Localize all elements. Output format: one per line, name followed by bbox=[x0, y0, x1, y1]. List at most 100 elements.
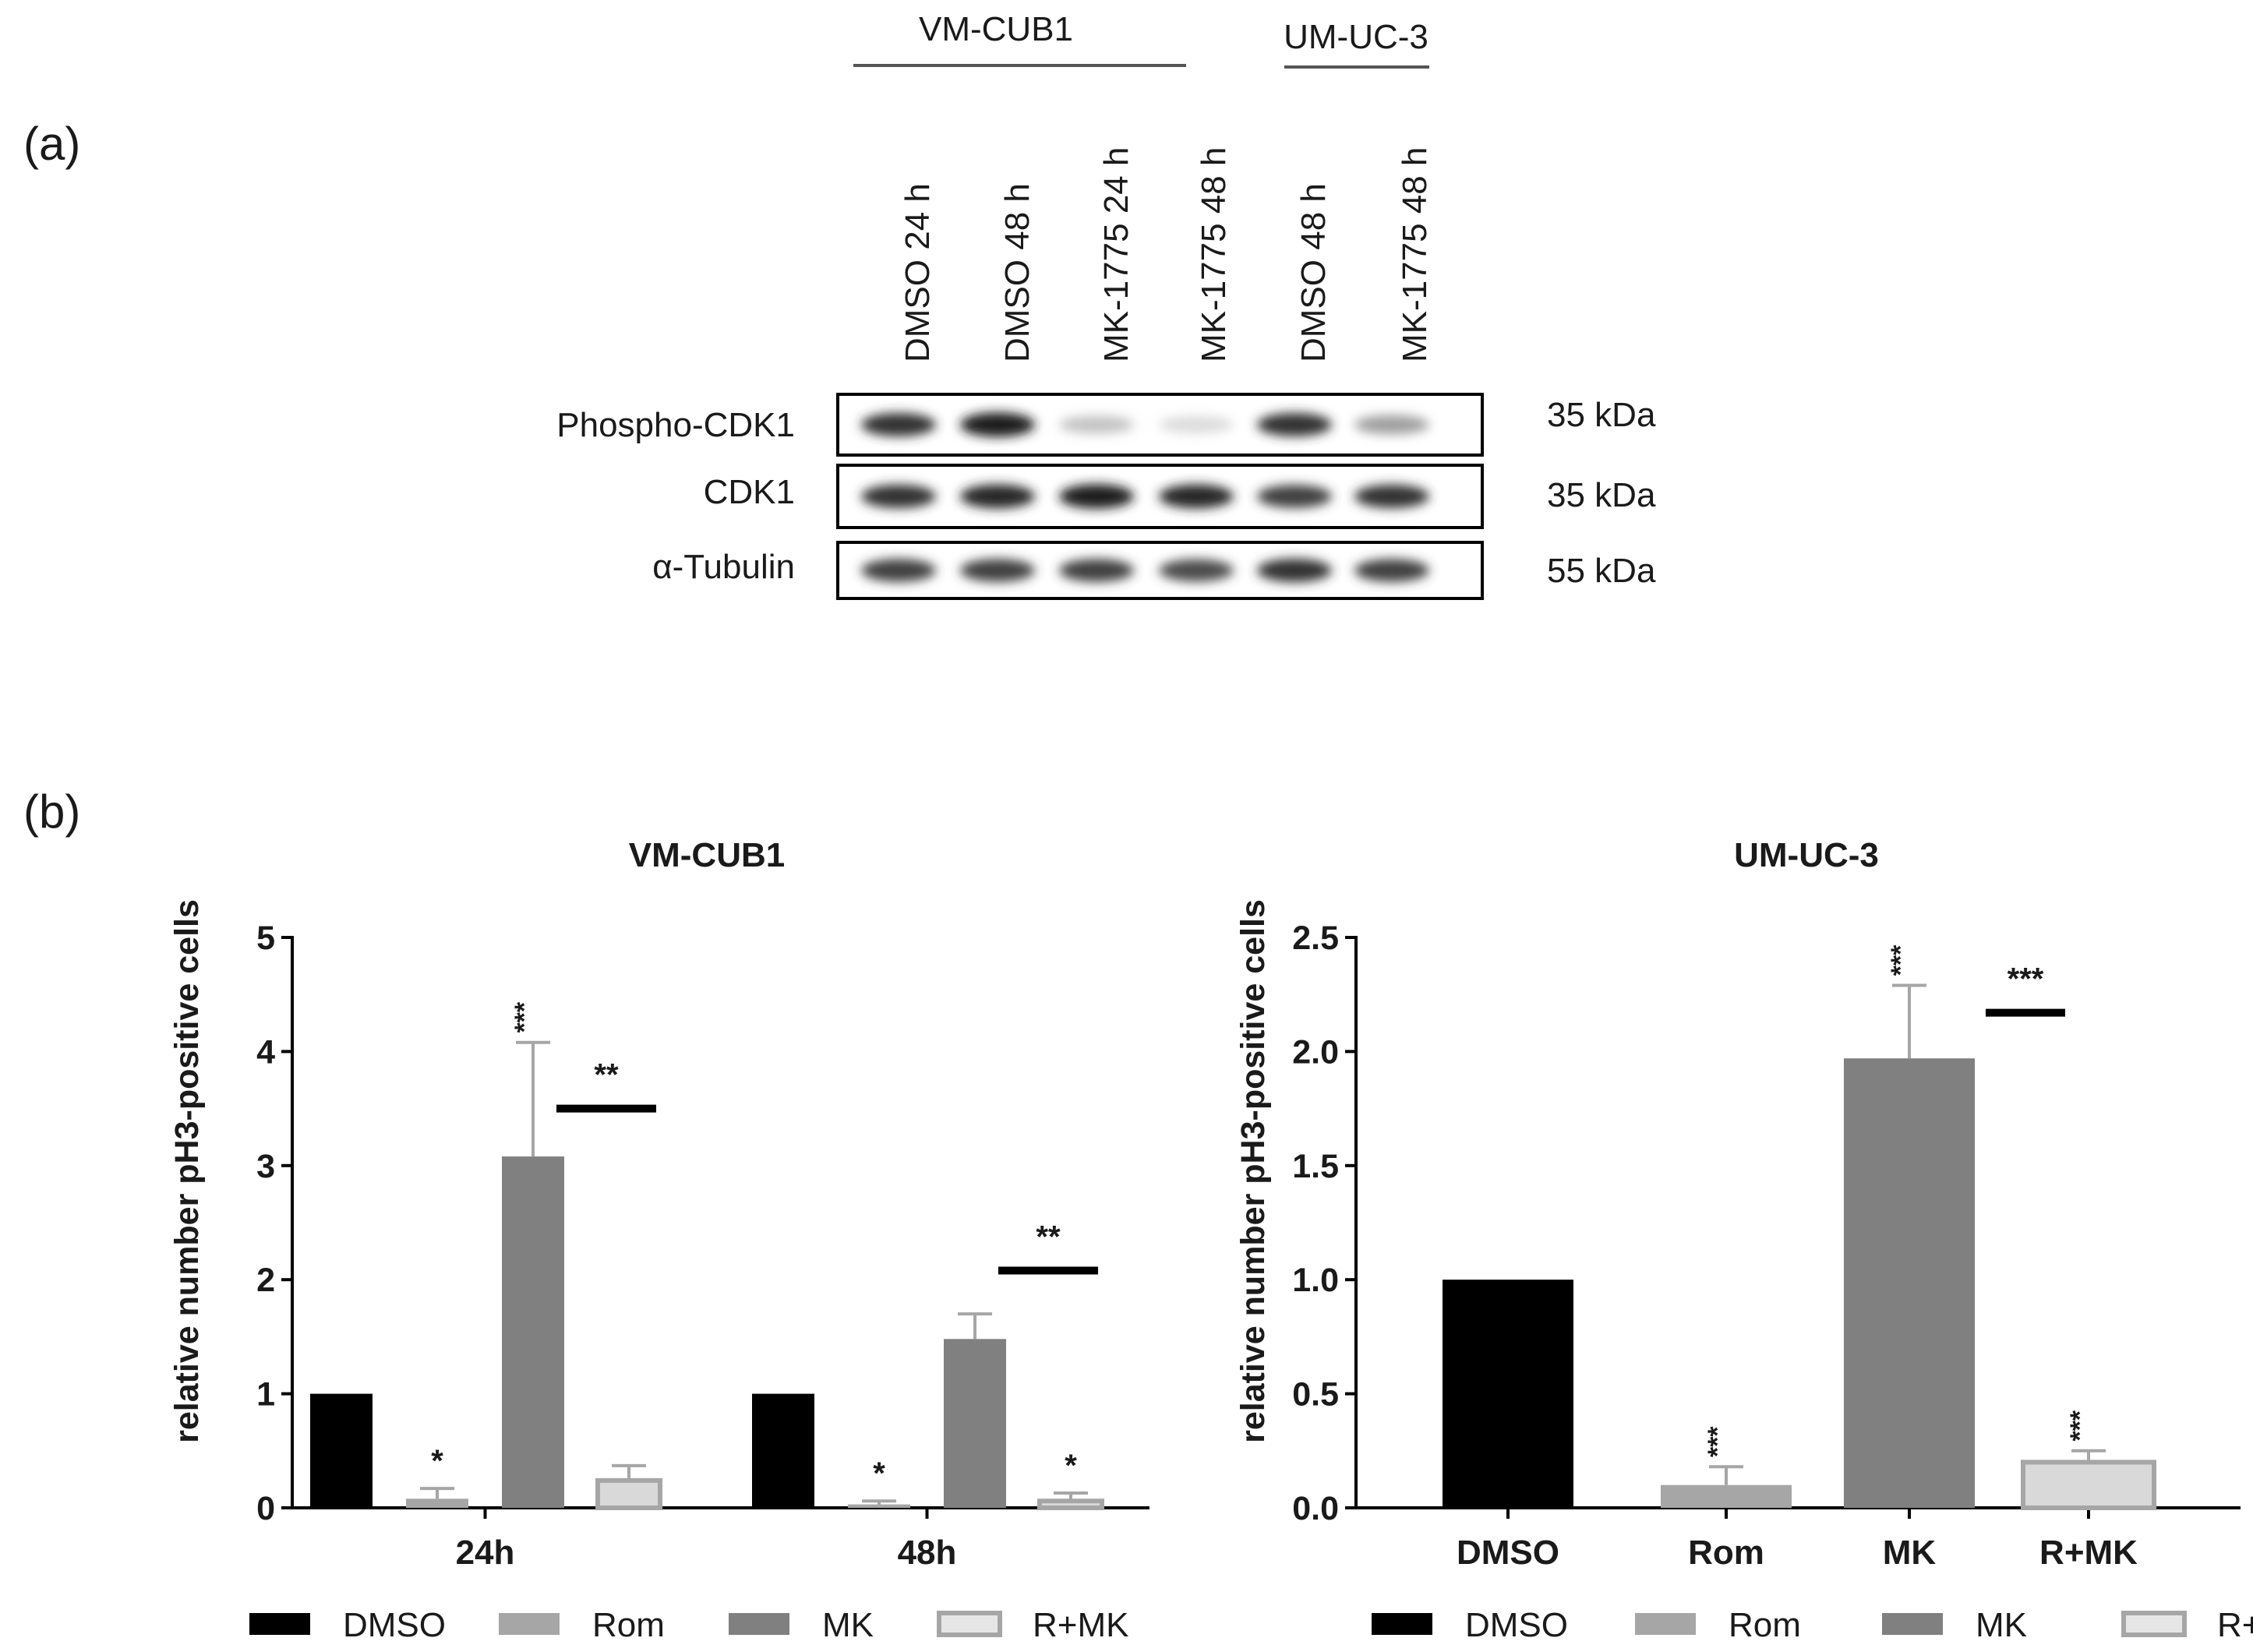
lane-label: DMSO 24 h bbox=[899, 183, 937, 362]
legend-label: R+MK bbox=[1033, 1606, 1128, 1644]
x-tick-label: 24h bbox=[456, 1534, 515, 1572]
lane-label: DMSO 48 h bbox=[998, 183, 1036, 362]
y-tick-label: 5 bbox=[256, 920, 275, 957]
group-label-um-uc-3: UM-UC-3 bbox=[1284, 18, 1428, 56]
legend: DMSO Rom MK R+MK bbox=[249, 1606, 1128, 1644]
band-row bbox=[861, 484, 1429, 509]
significance-label: *** bbox=[1703, 1426, 1732, 1457]
x-tick-label: DMSO bbox=[1457, 1534, 1559, 1572]
bar bbox=[310, 1393, 373, 1508]
legend-label: Rom bbox=[592, 1606, 665, 1644]
significance-label: *** bbox=[510, 1001, 539, 1032]
bar bbox=[1661, 1484, 1792, 1508]
legend-swatch bbox=[499, 1613, 560, 1635]
legend: DMSO Rom MK R+MK bbox=[1372, 1606, 2253, 1644]
blot-band bbox=[1159, 416, 1234, 433]
lane-label: MK-1775 48 h bbox=[1396, 147, 1434, 362]
row-label-alpha-tubulin: α-Tubulin bbox=[652, 548, 795, 586]
bar bbox=[1844, 1058, 1975, 1508]
chart-marks: 0.0 0.5 1.0 1.5 2.0 2.5 DMSO Rom MK R+MK *** *** ***… bbox=[1292, 920, 2241, 1572]
y-tick-label: 0 bbox=[256, 1490, 275, 1527]
significance-label: *** bbox=[2065, 1410, 2095, 1441]
row-label-cdk1: CDK1 bbox=[704, 473, 795, 511]
comparison-label: ** bbox=[1036, 1220, 1061, 1254]
lane-label: MK-1775 48 h bbox=[1195, 147, 1233, 362]
band-row bbox=[861, 558, 1429, 583]
legend-swatch bbox=[249, 1613, 310, 1635]
chart-um-uc-3: UM-UC-3 relative number pH3-positive cel… bbox=[1234, 836, 2253, 1644]
blot-band bbox=[1059, 415, 1134, 434]
bar bbox=[752, 1393, 814, 1508]
panel-a-label: (a) bbox=[23, 118, 80, 170]
blot-band bbox=[1354, 415, 1429, 435]
blot-band bbox=[1354, 484, 1429, 509]
bar bbox=[944, 1339, 1006, 1508]
bar bbox=[2021, 1460, 2156, 1510]
bar bbox=[406, 1498, 468, 1508]
legend-label: MK bbox=[1976, 1606, 2027, 1644]
lane-label: MK-1775 24 h bbox=[1097, 147, 1135, 362]
blot-band bbox=[861, 484, 936, 509]
y-tick-label: 2.0 bbox=[1292, 1033, 1339, 1071]
y-tick-label: 0.0 bbox=[1292, 1490, 1339, 1527]
blot-band bbox=[1159, 559, 1234, 582]
lane-labels: DMSO 24 h DMSO 48 h MK-1775 24 h MK-1775… bbox=[899, 147, 1434, 362]
comparison-label: ** bbox=[594, 1058, 619, 1093]
mw-label: 35 kDa bbox=[1547, 396, 1656, 434]
y-tick-label: 4 bbox=[256, 1033, 275, 1071]
legend-label: DMSO bbox=[343, 1606, 446, 1644]
x-tick-label: Rom bbox=[1688, 1534, 1764, 1572]
x-tick-label: MK bbox=[1883, 1534, 1937, 1572]
y-tick-label: 2 bbox=[256, 1262, 275, 1299]
chart-title: UM-UC-3 bbox=[1734, 836, 1879, 874]
legend-swatch bbox=[1882, 1613, 1943, 1635]
y-tick-label: 3 bbox=[256, 1148, 275, 1185]
blot-band bbox=[1059, 484, 1134, 509]
significance-label: *** bbox=[1886, 944, 1916, 976]
bar bbox=[1443, 1280, 1573, 1508]
bar bbox=[1037, 1498, 1104, 1510]
blot-band bbox=[1354, 559, 1429, 582]
y-tick-label: 1.0 bbox=[1292, 1262, 1339, 1299]
comparison-label: *** bbox=[2008, 962, 2044, 997]
bar bbox=[502, 1156, 564, 1508]
row-label-phospho-cdk1: Phospho-CDK1 bbox=[556, 406, 795, 444]
significance-label: * bbox=[873, 1456, 885, 1491]
blot-band bbox=[1159, 484, 1234, 509]
blot-band bbox=[1257, 558, 1332, 583]
blot-band bbox=[960, 412, 1035, 437]
legend-swatch bbox=[1635, 1613, 1696, 1635]
panel-b-label: (b) bbox=[23, 785, 80, 838]
blot-band bbox=[861, 559, 936, 582]
chart-title: VM-CUB1 bbox=[629, 836, 785, 874]
mw-label: 35 kDa bbox=[1547, 476, 1656, 514]
legend-label: MK bbox=[822, 1606, 874, 1644]
legend-label: R+MK bbox=[2217, 1606, 2253, 1644]
blot-band bbox=[1257, 485, 1332, 508]
y-axis-label: relative number pH3-positive cells bbox=[1234, 899, 1272, 1443]
x-tick-label: R+MK bbox=[2039, 1534, 2138, 1572]
blot-band bbox=[1257, 412, 1332, 437]
bar bbox=[595, 1477, 662, 1511]
legend-swatch bbox=[937, 1611, 1002, 1637]
blot-band bbox=[960, 484, 1035, 509]
y-tick-label: 0.5 bbox=[1292, 1376, 1339, 1414]
y-tick-label: 2.5 bbox=[1292, 920, 1339, 957]
blot-band bbox=[861, 412, 936, 437]
blot-band bbox=[1059, 559, 1134, 582]
band-row bbox=[861, 412, 1429, 437]
mw-label: 55 kDa bbox=[1547, 552, 1656, 590]
y-axis-label: relative number pH3-positive cells bbox=[168, 899, 206, 1443]
legend-swatch bbox=[729, 1613, 789, 1635]
y-tick-label: 1 bbox=[256, 1376, 275, 1414]
lane-label: DMSO 48 h bbox=[1294, 183, 1333, 362]
legend-label: Rom bbox=[1729, 1606, 1801, 1644]
chart-vm-cub1: VM-CUB1 relative number pH3-positive cel… bbox=[168, 836, 1149, 1644]
bar bbox=[848, 1504, 910, 1508]
significance-label: * bbox=[1065, 1449, 1077, 1483]
x-tick-label: 48h bbox=[898, 1534, 957, 1572]
legend-swatch bbox=[2121, 1611, 2187, 1637]
blot-band bbox=[960, 559, 1035, 582]
